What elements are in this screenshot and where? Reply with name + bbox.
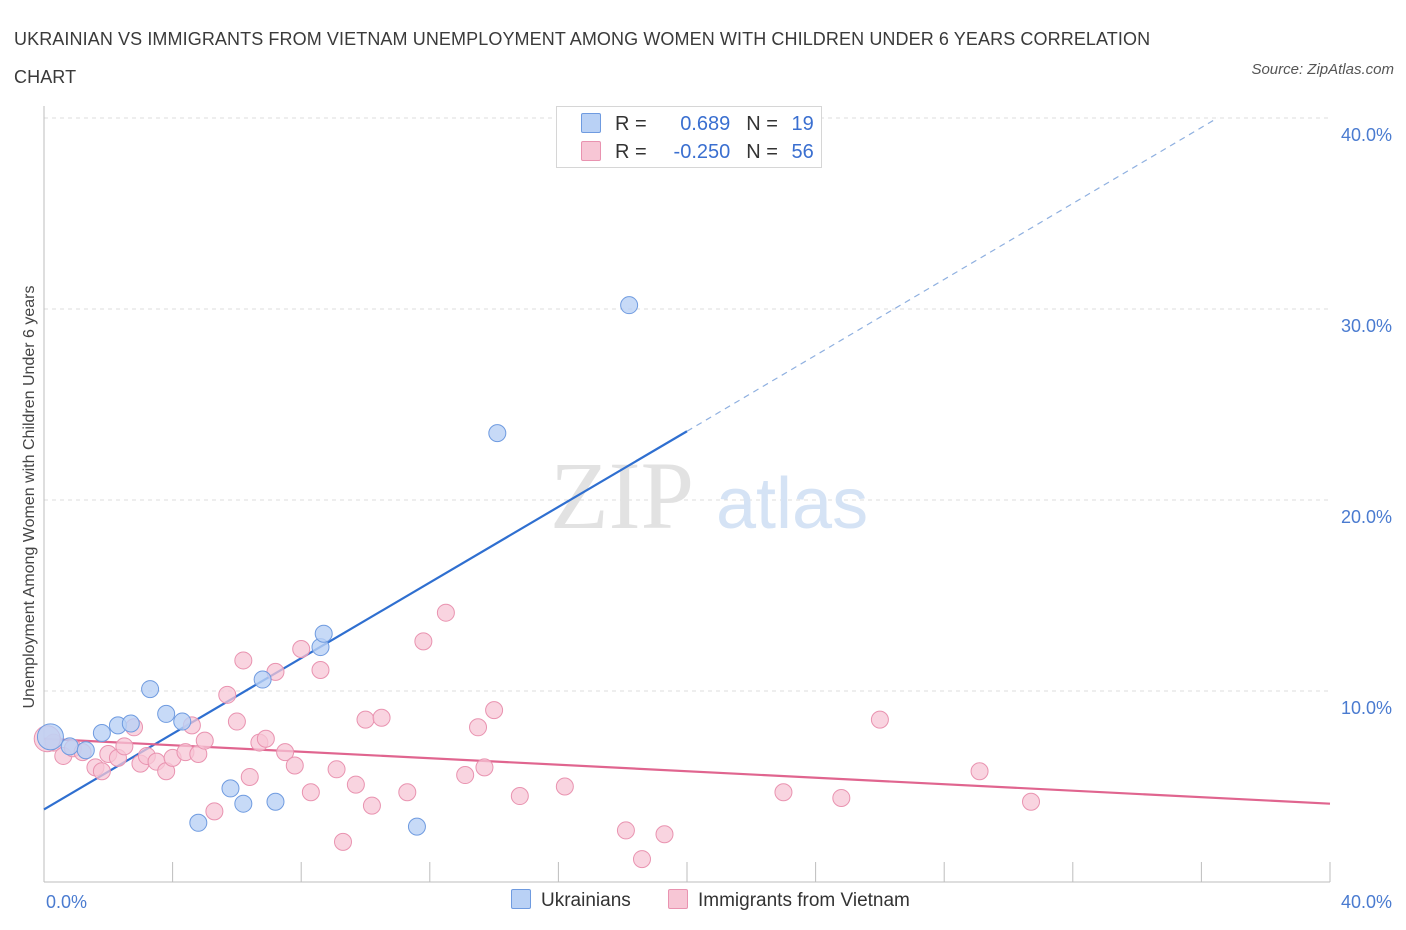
point-vietnam [485, 701, 504, 720]
point-vietnam [227, 712, 246, 731]
legend-label-ukrainians: Ukrainians [541, 890, 631, 911]
grid-lines [44, 117, 1330, 692]
point-vietnam [311, 660, 330, 679]
point-vietnam [632, 850, 651, 869]
point-vietnam [456, 766, 475, 785]
point-ukrainians [173, 712, 192, 731]
y-tick-label: 10.0% [1341, 698, 1392, 718]
point-vietnam [1022, 792, 1041, 811]
point-ukrainians [620, 296, 639, 315]
point-vietnam [372, 708, 391, 727]
stats-legend: R = 0.689 N = 19 R = -0.250 N = 56 [556, 106, 822, 168]
legend-r-label: R = [615, 141, 647, 163]
point-ukrainians [36, 723, 64, 751]
point-ukrainians [76, 741, 95, 760]
x-tick-label-max: 40.0% [1341, 892, 1392, 912]
legend-n-value: 56 [791, 141, 814, 163]
watermark-atlas: atlas [716, 464, 868, 544]
legend-row-vietnam: R = -0.250 N = 56 [581, 137, 814, 167]
point-vietnam [276, 743, 295, 762]
legend-swatch-vietnam [668, 889, 688, 909]
point-ukrainians [121, 714, 140, 733]
point-vietnam [205, 802, 224, 821]
point-vietnam [195, 731, 214, 750]
point-vietnam [92, 762, 111, 781]
point-vietnam [285, 756, 304, 775]
point-vietnam [234, 651, 253, 670]
point-ukrainians [314, 624, 333, 643]
y-tick-label: 30.0% [1341, 316, 1392, 336]
point-vietnam [475, 758, 494, 777]
legend-item-ukrainians: Ukrainians [511, 889, 631, 912]
point-vietnam [970, 762, 989, 781]
point-vietnam [414, 632, 433, 651]
point-ukrainians [234, 794, 253, 813]
point-vietnam [555, 777, 574, 796]
legend-swatch-ukrainians [581, 113, 601, 133]
point-vietnam [398, 783, 417, 802]
y-tick-label: 40.0% [1341, 125, 1392, 145]
point-vietnam [301, 783, 320, 802]
point-vietnam [327, 760, 346, 779]
point-vietnam [240, 767, 259, 786]
point-vietnam [774, 783, 793, 802]
point-vietnam [356, 710, 375, 729]
legend-r-value: 0.689 [680, 113, 731, 135]
point-vietnam [292, 639, 311, 658]
point-vietnam [115, 737, 134, 756]
legend-item-vietnam: Immigrants from Vietnam [668, 889, 910, 912]
point-ukrainians [221, 779, 240, 798]
point-vietnam [832, 788, 851, 807]
point-ukrainians [92, 724, 111, 743]
source-label: Source: ZipAtlas.com [1251, 61, 1394, 78]
point-vietnam [333, 832, 352, 851]
axes [43, 106, 1331, 883]
point-vietnam [616, 821, 635, 840]
point-ukrainians [266, 792, 285, 811]
legend-swatch-ukrainians [511, 889, 531, 909]
point-ukrainians [253, 670, 272, 689]
chart-title: UKRAINIAN VS IMMIGRANTS FROM VIETNAM UNE… [14, 29, 1151, 87]
point-vietnam [362, 796, 381, 815]
legend-row-ukrainians: R = 0.689 N = 19 [581, 109, 814, 139]
trend-line-ukrainians-extension [686, 117, 1218, 432]
legend-n-label: N = [746, 113, 778, 135]
point-vietnam [870, 710, 889, 729]
legend-swatch-vietnam [581, 141, 601, 161]
legend-n-value: 19 [791, 113, 814, 135]
point-ukrainians [189, 813, 208, 832]
point-ukrainians [60, 737, 79, 756]
point-vietnam [469, 718, 488, 737]
data-points [33, 296, 1041, 869]
x-tick-label-min: 0.0% [46, 892, 87, 912]
trend-line-ukrainians [43, 430, 688, 811]
point-ukrainians [141, 680, 160, 699]
legend-label-vietnam: Immigrants from Vietnam [698, 890, 910, 911]
legend-n-label: N = [746, 141, 778, 163]
point-ukrainians [407, 817, 426, 836]
tick-labels: 10.0% 20.0% 30.0% 40.0% 0.0% 40.0% [46, 125, 1392, 912]
point-vietnam [256, 729, 275, 748]
legend-r-label: R = [615, 113, 647, 135]
point-ukrainians [157, 704, 176, 723]
watermark-zip: ZIP [550, 442, 694, 549]
y-tick-label: 20.0% [1341, 507, 1392, 527]
point-vietnam [655, 825, 674, 844]
point-vietnam [218, 685, 237, 704]
point-vietnam [346, 775, 365, 794]
point-ukrainians [488, 424, 507, 443]
point-vietnam [436, 603, 455, 622]
point-vietnam [510, 787, 529, 806]
legend-r-value: -0.250 [673, 141, 731, 163]
